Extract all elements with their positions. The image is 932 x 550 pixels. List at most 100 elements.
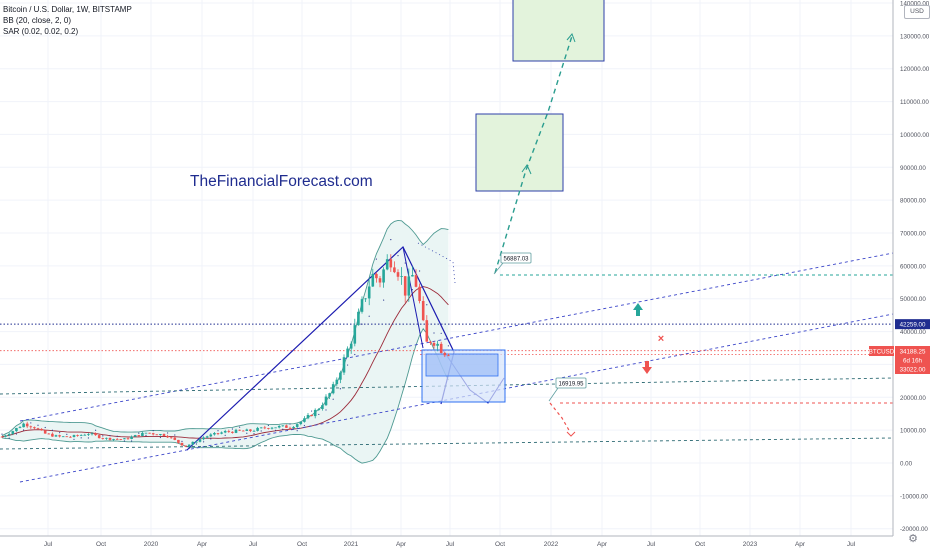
candle-body <box>36 428 40 430</box>
bullish-path <box>494 35 573 274</box>
x-tick-label: Apr <box>396 541 407 548</box>
bb-lower <box>1 327 449 464</box>
sar-dot <box>59 432 61 434</box>
channel-upper-line <box>19 252 894 422</box>
y-tick-label: 70000.00 <box>900 231 926 238</box>
x-tick-label: Oct <box>495 541 505 548</box>
sar-dot <box>347 364 349 366</box>
gear-icon[interactable]: ⚙ <box>908 533 918 545</box>
y-tick-label: 20000.00 <box>900 395 926 402</box>
candle-body <box>213 432 216 435</box>
price-label-33022: 33022.00 <box>900 366 926 373</box>
candle-body <box>418 286 421 302</box>
candle-body <box>393 267 396 273</box>
candle-body <box>51 433 54 437</box>
candle-body <box>360 299 364 312</box>
candle-body <box>299 421 303 425</box>
candle-body <box>252 430 256 432</box>
bb-indicator-label[interactable]: BB (20, close, 2, 0) <box>3 16 72 25</box>
candle-body <box>396 272 400 277</box>
candle-body <box>72 435 76 437</box>
sar-dot <box>390 239 392 241</box>
candle-body <box>364 298 367 300</box>
sar-dot <box>109 435 111 437</box>
candle-body <box>25 423 29 427</box>
candle-body <box>4 435 7 437</box>
candle-body <box>447 355 450 357</box>
target-box-mid <box>475 113 564 192</box>
candle-body <box>133 435 137 437</box>
candle-body <box>94 433 97 436</box>
candle-body <box>310 414 313 417</box>
candle-body <box>234 429 238 433</box>
y-tick-label: 90000.00 <box>900 165 926 172</box>
candle-body <box>349 343 353 349</box>
callout-16919: 16919.95 <box>558 381 584 387</box>
x-tick-label: Oct <box>695 541 705 548</box>
y-tick-label: 100000.00 <box>900 132 930 139</box>
callout-56887-box <box>500 252 532 264</box>
candle-body <box>439 343 443 353</box>
candle-body <box>339 372 342 380</box>
candle-body <box>166 435 169 438</box>
candle-body <box>317 408 321 410</box>
y-tick-label: 110000.00 <box>900 99 929 106</box>
currency-button[interactable]: USD <box>904 5 930 19</box>
sar-dot <box>368 315 370 317</box>
candle-body <box>375 273 378 279</box>
candle-body <box>385 259 389 270</box>
callout-16919-box <box>555 377 587 389</box>
candle-body <box>346 348 349 358</box>
sar-dot <box>8 437 10 439</box>
candle-body <box>151 433 155 435</box>
candle-body <box>198 439 202 442</box>
sar-dot <box>73 438 75 440</box>
candle-body <box>425 320 429 342</box>
candle-body <box>141 432 144 437</box>
candle-body <box>241 430 245 432</box>
candle-body <box>274 427 277 429</box>
candle-body <box>159 434 162 436</box>
callout-56887: 56887.03 <box>503 256 529 262</box>
candle-body <box>105 437 108 439</box>
sar-dot <box>419 270 421 272</box>
sar-dot <box>80 437 82 439</box>
candle-body <box>407 276 411 296</box>
candle-body <box>144 432 148 434</box>
candle-body <box>216 432 220 434</box>
y-tick-label: -20000.00 <box>900 526 928 533</box>
candle-body <box>263 427 267 429</box>
candle-body <box>191 441 195 445</box>
candle-body <box>0 436 4 438</box>
candle-body <box>371 273 375 287</box>
candle-body <box>173 437 177 440</box>
candle-body <box>123 438 126 440</box>
candle-body <box>331 384 335 394</box>
x-tick-label: Apr <box>795 541 806 548</box>
sar-dot <box>15 433 17 435</box>
candle-body <box>295 424 299 427</box>
candle-body <box>148 432 151 434</box>
candle-body <box>22 423 25 428</box>
arrowhead-bear <box>566 431 576 437</box>
sar-dot <box>1 433 3 435</box>
sar-dot <box>23 429 25 431</box>
cross-icon: × <box>658 333 664 345</box>
y-tick-label: 60000.00 <box>900 263 926 270</box>
x-tick-label: Jul <box>249 541 258 548</box>
sar-dot <box>354 353 356 356</box>
candle-body <box>281 425 285 427</box>
candle-body <box>285 425 288 428</box>
arrowhead-mid <box>521 163 532 175</box>
y-tick-label: -10000.00 <box>900 493 928 500</box>
candle-body <box>101 438 105 439</box>
support-box-inner <box>425 353 499 377</box>
sar-dot <box>260 430 262 432</box>
candle-body <box>97 435 101 439</box>
price-label-symbol: BTCUSD <box>869 348 895 355</box>
price-label-last-bg <box>895 346 930 356</box>
sar-indicator-label[interactable]: SAR (0.02, 0.02, 0.2) <box>3 27 79 36</box>
candle-body <box>65 436 69 438</box>
candle-body <box>335 379 339 385</box>
